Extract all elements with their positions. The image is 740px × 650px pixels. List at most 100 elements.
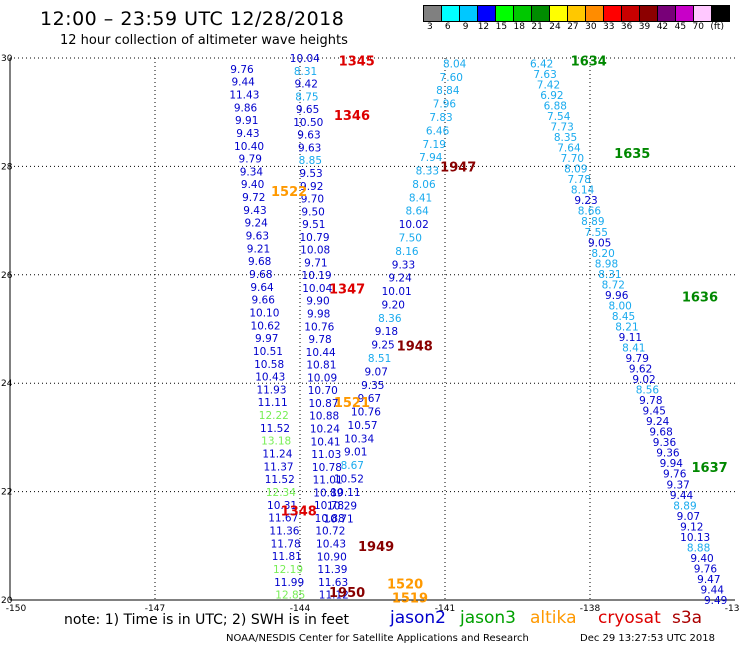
wave-height-value: 8.89	[673, 500, 696, 512]
sat-altika: altika	[530, 608, 577, 628]
wave-height-value: 10.58	[254, 359, 284, 371]
wave-height-value: 10.13	[680, 532, 710, 544]
pass-time-label: 1346	[334, 109, 370, 124]
colorbar-label: 39	[638, 22, 651, 32]
wave-height-value: 7.63	[533, 69, 556, 81]
wave-height-value: 9.47	[697, 574, 720, 586]
wave-height-value: 7.55	[585, 227, 608, 239]
wave-height-value: 10.01	[382, 286, 412, 298]
footer-credit: NOAA/NESDIS Center for Satellite Applica…	[226, 633, 529, 644]
wave-height-value: 10.10	[249, 307, 279, 319]
wave-height-value: 9.44	[670, 490, 694, 502]
colorbar-label: 12	[477, 22, 490, 32]
wave-height-value: 9.44	[231, 77, 255, 89]
wave-height-value: 9.90	[306, 296, 329, 308]
wave-height-value: 9.50	[301, 206, 324, 218]
wave-height-value: 9.11	[619, 332, 642, 344]
wave-height-value: 10.87	[308, 398, 338, 410]
wave-height-value: 8.31	[598, 269, 621, 281]
wave-height-value: 10.81	[306, 360, 336, 372]
colorbar-label: 15	[495, 22, 508, 32]
wave-height-value: 9.64	[250, 282, 274, 294]
y-tick-label: 20	[1, 596, 13, 606]
wave-height-value: 9.36	[656, 448, 680, 460]
wave-height-value: 9.21	[247, 243, 270, 255]
footer-timestamp: Dec 29 13:27:53 UTC 2018	[580, 633, 715, 644]
wave-height-value: 9.79	[239, 154, 262, 166]
wave-height-value: 9.01	[344, 447, 367, 459]
wave-height-value: 11.01	[313, 475, 343, 487]
wave-height-value: 10.76	[304, 321, 334, 333]
wave-height-value: 9.43	[236, 128, 259, 140]
wave-height-value: 9.07	[677, 511, 700, 523]
wave-height-value: 10.88	[315, 513, 345, 525]
sat-cryosat: cryosat	[598, 608, 661, 628]
colorbar-label: 9	[462, 22, 469, 32]
wave-height-value: 6.46	[426, 125, 450, 137]
wave-height-value: 11.24	[262, 449, 292, 461]
pass-time-label: 1522	[271, 185, 307, 200]
wave-height-value: 9.94	[660, 458, 684, 470]
wave-height-value: 11.11	[258, 397, 288, 409]
pass-time-label: 1636	[682, 290, 718, 305]
colorbar-label: 24	[549, 22, 561, 32]
sat-jason3: jason3	[460, 608, 516, 628]
wave-height-value: 9.78	[308, 334, 331, 346]
wave-height-value: 8.64	[405, 206, 429, 218]
wave-height-value: 8.41	[409, 192, 432, 204]
wave-height-value: 10.04	[302, 283, 332, 295]
wave-height-value: 7.94	[419, 152, 443, 164]
wave-height-value: 11.12	[319, 590, 349, 602]
wave-height-value: 7.50	[399, 232, 422, 244]
wave-height-value: 10.50	[293, 117, 323, 129]
wave-height-value: 10.78	[314, 500, 344, 512]
pass-time-label: 1345	[339, 55, 375, 70]
wave-height-value: 8.14	[571, 185, 595, 197]
pass-time-label: 1347	[329, 282, 365, 297]
colorbar-label: (ft)	[710, 22, 724, 32]
wave-height-value: 10.72	[315, 526, 345, 538]
wave-height-value: 8.72	[602, 279, 625, 291]
colorbar-label: 42	[656, 22, 669, 32]
wave-height-value: 10.78	[312, 462, 342, 474]
x-tick-label: -135	[725, 604, 740, 614]
wave-height-value: 9.44	[701, 584, 725, 596]
pass-time-label: 1348	[281, 505, 317, 520]
wave-height-value: 12.19	[273, 564, 303, 576]
wave-height-value: 9.34	[240, 166, 264, 178]
wave-height-value: 9.43	[243, 205, 266, 217]
wave-height-value: 10.41	[311, 436, 341, 448]
wave-height-value: 9.62	[629, 364, 652, 376]
wave-height-value: 9.68	[649, 427, 672, 439]
wave-height-value: 12.85	[275, 590, 305, 602]
wave-height-value: 11.93	[256, 384, 286, 396]
wave-height-value: 10.52	[334, 474, 364, 486]
y-tick-label: 24	[1, 379, 13, 389]
wave-height-value: 9.35	[361, 380, 384, 392]
wave-height-value: 7.83	[429, 112, 452, 124]
wave-height-value: 9.86	[234, 102, 258, 114]
pass-time-label: 1520	[387, 578, 423, 593]
wave-height-value: 10.62	[251, 320, 281, 332]
wave-height-value: 11.52	[260, 423, 290, 435]
colorbar-label: 6	[444, 22, 451, 32]
wave-height-value: 10.31	[267, 500, 297, 512]
wave-height-value: 10.29	[327, 500, 357, 512]
pass-time-label: 1634	[571, 55, 607, 70]
wave-height-value: 10.70	[308, 385, 338, 397]
colorbar-label: 45	[674, 22, 687, 32]
wave-height-value: 8.75	[295, 91, 318, 103]
x-tick-label: -141	[435, 604, 455, 614]
wave-height-value: 7.78	[568, 174, 591, 186]
wave-height-value: 10.04	[290, 53, 320, 65]
wave-height-value: 10.71	[324, 514, 354, 526]
wave-height-value: 11.99	[274, 577, 304, 589]
wave-height-value: 9.36	[653, 437, 677, 449]
wave-height-value: 10.51	[253, 346, 283, 358]
wave-height-value: 9.24	[388, 273, 412, 285]
wave-height-value: 11.52	[265, 474, 295, 486]
wave-height-value: 9.97	[255, 333, 278, 345]
wave-height-value: 9.92	[300, 181, 323, 193]
wave-height-value: 8.56	[636, 385, 660, 397]
wave-height-value: 11.39	[317, 564, 347, 576]
